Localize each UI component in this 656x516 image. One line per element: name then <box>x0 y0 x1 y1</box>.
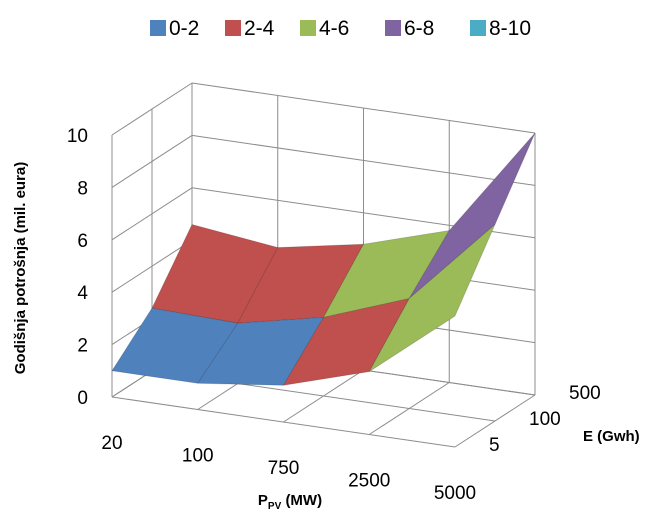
z-tick-label: 0 <box>77 388 88 409</box>
z-axis-ticks: 0 2 4 6 8 10 <box>67 126 89 409</box>
x-tick-label: 750 <box>268 458 300 479</box>
z-tick-label: 4 <box>77 283 88 304</box>
z-tick-label: 8 <box>77 178 88 199</box>
surface-patch <box>408 132 536 299</box>
legend-label: 8-10 <box>489 17 531 40</box>
y-axis-ticks: 5 100 500 <box>489 383 601 456</box>
legend-label: 0-2 <box>169 17 199 40</box>
z-tick-label: 6 <box>77 231 88 252</box>
x-tick-label: 2500 <box>348 471 390 492</box>
legend-swatch <box>300 20 316 36</box>
gridline <box>111 396 456 448</box>
legend-label: 4-6 <box>319 17 349 40</box>
y-tick-label: 5 <box>489 435 500 456</box>
z-axis-title: Godišnja potrošnja (mil. eura) <box>12 162 29 375</box>
legend-swatch <box>385 20 401 36</box>
legend-swatch <box>470 20 486 36</box>
x-axis-title: PPV (MW) <box>258 492 322 512</box>
z-tick-label: 2 <box>77 336 88 357</box>
chart-legend: 0-2 2-4 4-6 6-8 8-10 <box>150 17 531 40</box>
legend-swatch <box>150 20 166 36</box>
x-tick-label: 20 <box>101 433 122 454</box>
z-tick-label: 10 <box>67 126 88 147</box>
legend-label: 6-8 <box>404 17 434 40</box>
legend-swatch <box>225 20 241 36</box>
y-axis-title: E (Gwh) <box>583 428 640 445</box>
x-tick-label: 5000 <box>434 483 476 504</box>
y-tick-label: 100 <box>529 409 561 430</box>
chart-surface <box>111 132 536 386</box>
surface-patch <box>368 224 496 373</box>
x-axis-ticks: 20 100 750 2500 5000 <box>101 433 476 504</box>
legend-label: 2-4 <box>244 17 275 40</box>
y-tick-label: 500 <box>569 383 601 404</box>
x-tick-label: 100 <box>182 446 214 467</box>
